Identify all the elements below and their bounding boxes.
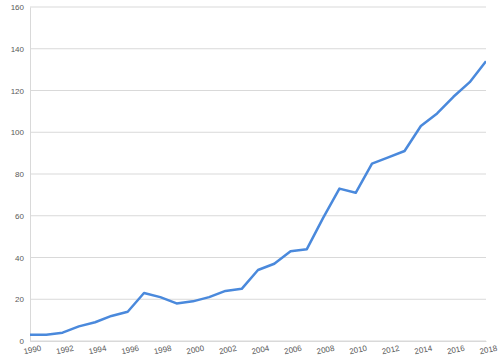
x-tick: 2012: [381, 341, 401, 356]
grid: [30, 7, 486, 341]
grid-line: [30, 48, 486, 49]
x-tick-label: 2016: [446, 344, 466, 357]
x-tick-label: 2012: [381, 344, 401, 357]
x-tick: 2016: [446, 341, 466, 356]
x-tick: 2006: [283, 341, 303, 356]
x-tick-label: 1990: [23, 344, 43, 357]
y-tick: 20: [15, 295, 30, 304]
y-axis-line: [30, 8, 31, 342]
x-tick: 1996: [120, 341, 140, 356]
x-tick: 2000: [186, 341, 206, 356]
x-tick: 2018: [479, 341, 499, 356]
y-tick: 120: [11, 87, 30, 96]
grid-line: [30, 257, 486, 258]
series: [30, 61, 486, 334]
x-tick: 1992: [55, 341, 75, 356]
y-tick-label: 100: [11, 128, 25, 137]
x-tick: 2004: [251, 341, 271, 356]
x-tick: 2002: [218, 341, 238, 356]
y-tick: 100: [11, 128, 30, 137]
y-tick: 40: [15, 254, 30, 263]
y-axis: 0 20 40 60 80 100 120 140 160: [11, 3, 31, 346]
y-tick: 0: [20, 337, 30, 346]
x-tick-label: 2014: [414, 344, 434, 357]
x-axis: 1990 1992 1994 1996 1998 2000 2002 2004 2006 2008…: [23, 341, 499, 356]
y-tick-label: 80: [15, 170, 24, 179]
y-tick: 60: [15, 212, 30, 221]
grid-line: [30, 174, 486, 175]
x-axis-line: [31, 341, 487, 342]
y-tick-label: 60: [15, 212, 24, 221]
x-tick-label: 2006: [283, 344, 303, 357]
x-tick: 2014: [414, 341, 434, 356]
chart: 0204060801001201401601990199219941996199…: [0, 0, 500, 361]
x-tick-label: 2000: [186, 344, 206, 357]
grid-line: [30, 299, 486, 300]
x-tick-label: 2010: [348, 344, 368, 357]
y-tick-label: 120: [11, 87, 25, 96]
plot: 0204060801001201401601990199219941996199…: [11, 3, 499, 356]
x-tick-label: 2008: [316, 344, 336, 357]
x-tick-label: 1998: [153, 344, 173, 357]
y-tick: 140: [11, 45, 30, 54]
y-tick-label: 40: [15, 254, 24, 263]
x-tick: 2010: [348, 341, 368, 356]
x-tick-label: 2018: [479, 344, 499, 357]
x-tick-label: 1992: [55, 344, 75, 357]
x-tick-label: 1994: [88, 344, 108, 357]
x-tick: 2008: [316, 341, 336, 356]
x-tick-label: 1996: [120, 344, 140, 357]
x-tick: 1994: [88, 341, 108, 356]
x-tick: 1990: [23, 341, 43, 356]
x-tick-label: 2004: [251, 344, 271, 357]
y-tick: 80: [15, 170, 30, 179]
grid-line: [30, 341, 486, 342]
x-tick: 1998: [153, 341, 173, 356]
x-tick-label: 2002: [218, 344, 238, 357]
y-tick: 160: [11, 3, 30, 12]
y-tick-label: 0: [20, 337, 25, 346]
y-tick-label: 20: [15, 295, 24, 304]
grid-line: [30, 90, 486, 91]
grid-line: [30, 7, 486, 8]
grid-line: [30, 215, 486, 216]
line: [30, 61, 486, 334]
y-tick-label: 160: [11, 3, 25, 12]
y-tick-label: 140: [11, 45, 25, 54]
